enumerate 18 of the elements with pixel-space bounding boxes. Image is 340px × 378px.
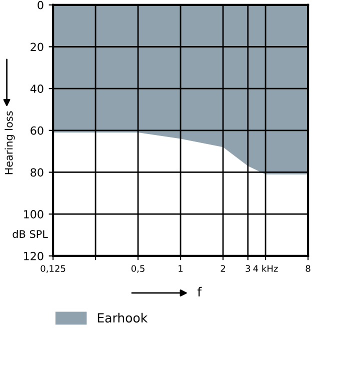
x-tick-label: 3	[246, 265, 250, 272]
y-tick-label: 0	[38, 0, 44, 10]
x-tick-label: 4 kHz	[253, 264, 278, 272]
y-tick-label: 60	[30, 126, 44, 135]
x-tick-label: 2	[220, 265, 226, 272]
y-tick-label: 100	[24, 210, 44, 218]
y-tick-label: 20	[30, 42, 44, 52]
x-tick-label: 1	[178, 265, 183, 272]
y-tick-label: 40	[30, 84, 44, 93]
legend-label: Earhook	[98, 312, 148, 323]
x-axis-title: f	[197, 286, 202, 296]
x-tick-label: 8	[306, 265, 310, 272]
y-tick-label: 80	[30, 168, 44, 177]
y-axis-title: Hearing loss	[4, 111, 15, 174]
x-tick-label: 0,5	[131, 265, 144, 273]
x-tick-label: 0,125	[40, 265, 66, 273]
y-tick-label: 120	[24, 252, 44, 260]
text: dB SPL	[12, 230, 48, 238]
